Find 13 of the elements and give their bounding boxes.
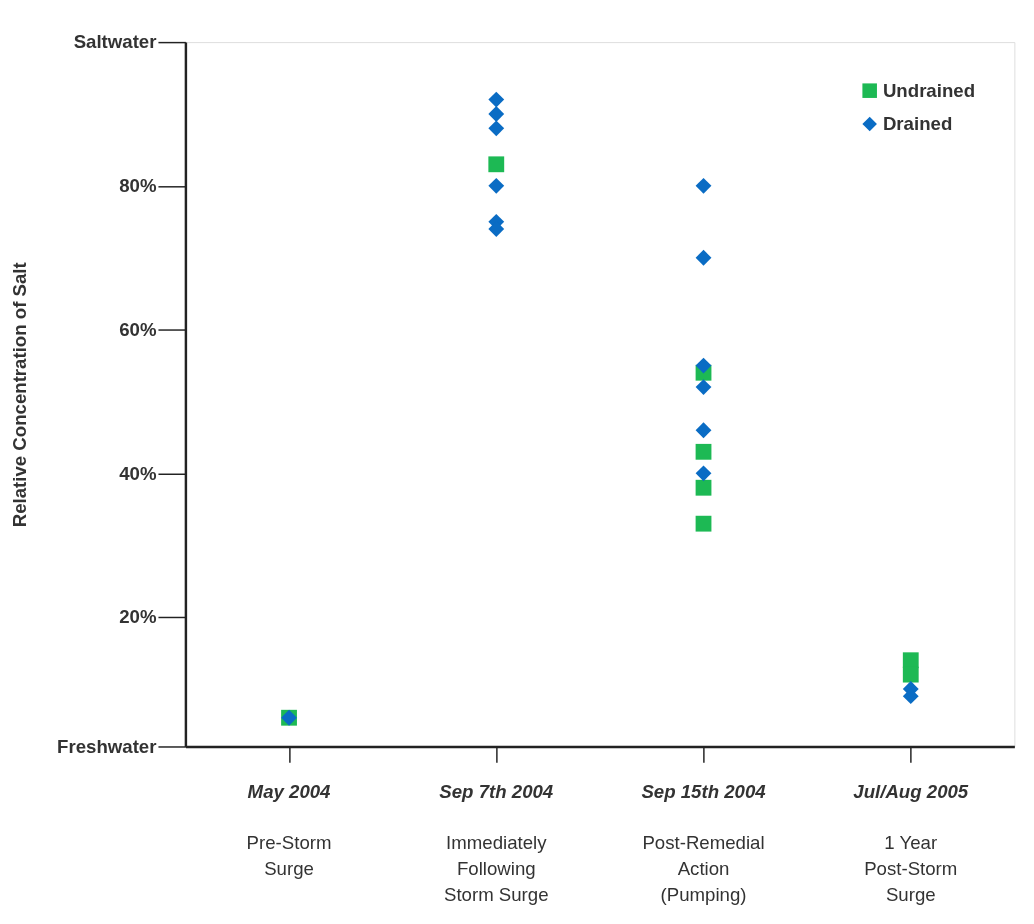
y-tick-label: 20%: [119, 606, 157, 628]
y-tick-label: Freshwater: [57, 735, 157, 757]
y-tick-label: 80%: [119, 175, 157, 197]
legend-label: Undrained: [882, 79, 976, 101]
legend-label: Drained: [882, 112, 953, 134]
category-label: Sep 7th 2004 Immediately Following Storm Surge: [439, 781, 554, 905]
category-label: Sep 15th 2004 Post-Remedial Action (Pumping): [641, 781, 766, 905]
y-axis-title: Relative Concentration of Salt: [8, 262, 30, 528]
y-tick-label: 40%: [119, 462, 157, 484]
category-label: May 2004 Pre-Storm Surge: [246, 781, 332, 879]
category-label: Jul/Aug 2005 1 Year Post-Storm Surge: [853, 781, 969, 905]
y-tick-label: 60%: [119, 318, 157, 340]
y-tick-label: Saltwater: [73, 31, 157, 53]
